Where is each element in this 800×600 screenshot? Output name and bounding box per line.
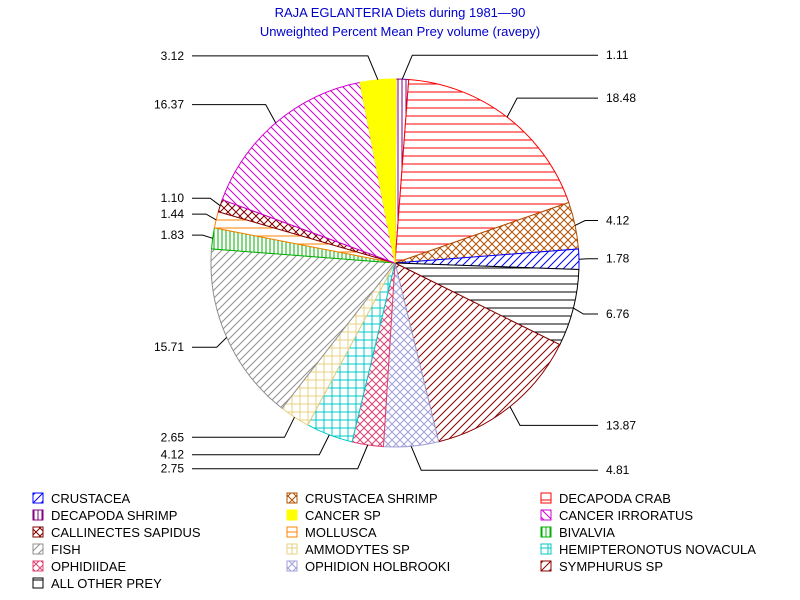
slice-label-ammodytes-sp: 2.65 bbox=[161, 430, 185, 444]
legend-label: HEMIPTERONOTUS NOVACULA bbox=[559, 542, 756, 557]
slice-label-crustacea: 1.78 bbox=[606, 252, 630, 266]
legend-swatch bbox=[32, 526, 44, 538]
slice-cancer-irroratus bbox=[221, 81, 396, 264]
legend-item-ophidiidae: OPHIDIIDAE bbox=[32, 559, 126, 574]
leader-line-cancer-irroratus bbox=[192, 104, 277, 124]
legend-swatch bbox=[32, 543, 44, 555]
legend-item-bivalvia: BIVALVIA bbox=[540, 525, 615, 540]
legend-item-ophidion-holbrooki: OPHIDION HOLBROOKI bbox=[286, 559, 450, 574]
legend-swatch bbox=[286, 543, 298, 555]
leader-line-symphurus-sp bbox=[509, 406, 598, 426]
legend-swatch bbox=[540, 560, 552, 572]
leader-line-ophidion-holbrooki bbox=[410, 446, 598, 471]
legend-swatch bbox=[286, 492, 298, 504]
legend-item-cancer-sp: CANCER SP bbox=[286, 508, 381, 523]
legend-label: OPHIDIIDAE bbox=[51, 559, 126, 574]
slice-label-symphurus-sp: 13.87 bbox=[606, 418, 636, 432]
legend-label: CRUSTACEA bbox=[51, 491, 131, 506]
legend-label: CRUSTACEA SHRIMP bbox=[305, 491, 438, 506]
legend-item-crustacea-shrimp: CRUSTACEA SHRIMP bbox=[286, 491, 438, 506]
legend-label: MOLLUSCA bbox=[305, 525, 377, 540]
pie-slices bbox=[210, 78, 580, 448]
legend-item-decapoda-crab: DECAPODA CRAB bbox=[540, 491, 671, 506]
legend-swatch bbox=[540, 509, 552, 521]
slice-label-fish: 15.71 bbox=[154, 340, 184, 354]
legend-swatch bbox=[286, 509, 298, 521]
legend-item-fish: FISH bbox=[32, 542, 81, 557]
legend-swatch bbox=[32, 577, 44, 589]
leader-line-decapoda-crab bbox=[506, 97, 598, 118]
legend-item-mollusca: MOLLUSCA bbox=[286, 525, 377, 540]
chart-title: RAJA EGLANTERIA Diets during 1981—90 bbox=[275, 5, 526, 20]
legend-item-symphurus-sp: SYMPHURUS SP bbox=[540, 559, 663, 574]
leader-line-all-other-prey bbox=[573, 307, 598, 315]
legend-label: CANCER SP bbox=[305, 508, 381, 523]
leader-line-cancer-sp bbox=[192, 55, 379, 80]
leader-line-ophidiidae bbox=[192, 444, 369, 470]
legend-item-callinectes-sapidus: CALLINECTES SAPIDUS bbox=[32, 525, 201, 540]
legend-swatch bbox=[32, 560, 44, 572]
slice-label-all-other-prey: 6.76 bbox=[606, 307, 630, 321]
leader-line-crustacea-shrimp bbox=[574, 220, 598, 226]
legend-swatch bbox=[32, 492, 44, 504]
chart-subtitle: Unweighted Percent Mean Prey volume (rav… bbox=[260, 24, 540, 39]
leader-line-mollusca bbox=[192, 213, 217, 221]
slice-label-ophidion-holbrooki: 4.81 bbox=[606, 463, 630, 477]
leader-line-fish bbox=[192, 337, 228, 348]
legend-swatch bbox=[286, 560, 298, 572]
legend-item-crustacea: CRUSTACEA bbox=[32, 491, 131, 506]
legend: CRUSTACEA CRUSTACEA SHRIMP DECAPODA CRAB DE… bbox=[32, 491, 756, 591]
slice-labels: 1.1118.484.121.786.7613.874.812.754.122.… bbox=[154, 48, 636, 477]
slice-label-ophidiidae: 2.75 bbox=[161, 462, 185, 476]
slice-label-decapoda-shrimp: 1.11 bbox=[606, 48, 629, 62]
slice-label-crustacea-shrimp: 4.12 bbox=[606, 214, 630, 228]
legend-item-ammodytes-sp: AMMODYTES SP bbox=[286, 542, 410, 557]
legend-swatch bbox=[540, 492, 552, 504]
legend-label: CALLINECTES SAPIDUS bbox=[51, 525, 201, 540]
slice-label-cancer-irroratus: 16.37 bbox=[154, 98, 184, 112]
leader-line-decapoda-shrimp bbox=[401, 54, 598, 80]
legend-label: DECAPODA CRAB bbox=[559, 491, 671, 506]
legend-item-decapoda-shrimp: DECAPODA SHRIMP bbox=[32, 508, 177, 523]
legend-swatch bbox=[32, 509, 44, 521]
legend-label: DECAPODA SHRIMP bbox=[51, 508, 177, 523]
legend-label: SYMPHURUS SP bbox=[559, 559, 663, 574]
slice-label-cancer-sp: 3.12 bbox=[161, 49, 185, 63]
leader-line-hemipteronotus-novacula bbox=[192, 434, 330, 456]
slice-fish bbox=[210, 248, 396, 409]
slice-symphurus-sp bbox=[394, 262, 561, 443]
slice-label-callinectes-sapidus: 1.10 bbox=[161, 191, 185, 205]
legend-item-hemipteronotus-novacula: HEMIPTERONOTUS NOVACULA bbox=[540, 542, 756, 557]
legend-swatch bbox=[286, 526, 298, 538]
leader-line-crustacea bbox=[578, 258, 598, 260]
legend-label: FISH bbox=[51, 542, 81, 557]
legend-swatch bbox=[540, 543, 552, 555]
legend-swatch bbox=[540, 526, 552, 538]
legend-label: OPHIDION HOLBROOKI bbox=[305, 559, 450, 574]
legend-label: CANCER IRRORATUS bbox=[559, 508, 693, 523]
slice-label-hemipteronotus-novacula: 4.12 bbox=[161, 448, 185, 462]
legend-label: BIVALVIA bbox=[559, 525, 615, 540]
leader-line-bivalvia bbox=[192, 234, 213, 239]
legend-label: AMMODYTES SP bbox=[305, 542, 410, 557]
legend-label: ALL OTHER PREY bbox=[51, 576, 162, 591]
slice-label-decapoda-crab: 18.48 bbox=[606, 91, 636, 105]
slice-cancer-sp bbox=[359, 78, 397, 264]
leader-line-callinectes-sapidus bbox=[192, 197, 221, 207]
leader-line-ammodytes-sp bbox=[192, 416, 295, 438]
slice-label-bivalvia: 1.83 bbox=[161, 228, 185, 242]
legend-item-all-other-prey: ALL OTHER PREY bbox=[32, 576, 162, 591]
slice-label-mollusca: 1.44 bbox=[161, 207, 185, 221]
legend-item-cancer-irroratus: CANCER IRRORATUS bbox=[540, 508, 693, 523]
